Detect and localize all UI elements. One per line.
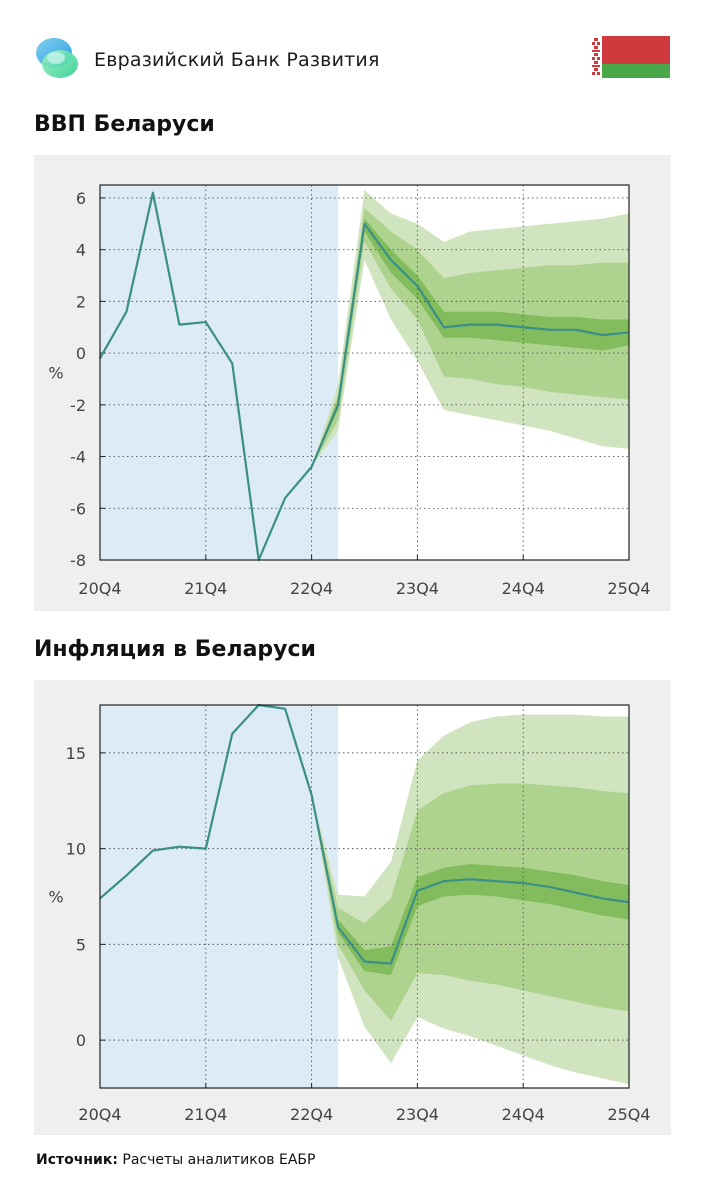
y-tick-label: 6 bbox=[76, 189, 86, 208]
y-tick-label: -4 bbox=[70, 448, 86, 467]
x-tick-label: 24Q4 bbox=[502, 579, 545, 598]
x-tick-label: 23Q4 bbox=[396, 579, 439, 598]
inflation-chart: 20Q4 21Q4 22Q4 23Q4 24Q4 25Q4 0 5 10 15% bbox=[48, 703, 651, 1124]
y-axis-label: % bbox=[48, 888, 63, 907]
gdp-chart-panel: 20Q4 21Q4 22Q4 23Q4 24Q4 25Q4 -8 -6 -4 -2 0 2 4 6% bbox=[34, 155, 671, 611]
gdp-chart-title: ВВП Беларуси bbox=[34, 112, 215, 137]
plot-frame bbox=[99, 704, 630, 1089]
source-text: Расчеты аналитиков ЕАБР bbox=[122, 1152, 316, 1168]
y-tick-label: -8 bbox=[70, 551, 86, 570]
fan-band-inner bbox=[311, 218, 629, 467]
x-tick-label: 20Q4 bbox=[78, 579, 121, 598]
source-label: Источник: bbox=[36, 1152, 118, 1168]
gdp-chart: 20Q4 21Q4 22Q4 23Q4 24Q4 25Q4 -8 -6 -4 -2 0 2 4 6% bbox=[48, 184, 651, 598]
y-tick-label: 0 bbox=[76, 1031, 86, 1050]
eadb-logo-icon bbox=[36, 38, 78, 78]
x-tick-label: 25Q4 bbox=[607, 1105, 650, 1124]
x-tick-label: 23Q4 bbox=[396, 1105, 439, 1124]
inflation-chart-panel: 20Q4 21Q4 22Q4 23Q4 24Q4 25Q4 0 5 10 15% bbox=[34, 680, 671, 1135]
y-tick-label: 15 bbox=[66, 744, 86, 763]
y-tick-label: 10 bbox=[66, 840, 86, 859]
y-tick-label: 4 bbox=[76, 241, 86, 260]
x-tick-label: 22Q4 bbox=[290, 579, 333, 598]
plot-frame bbox=[99, 184, 630, 561]
header: Евразийский Банк Развития bbox=[34, 36, 674, 86]
y-tick-label: 5 bbox=[76, 935, 86, 954]
x-tick-label: 21Q4 bbox=[184, 1105, 227, 1124]
history-shade bbox=[100, 185, 339, 560]
x-tick-label: 24Q4 bbox=[502, 1105, 545, 1124]
y-tick-label: 2 bbox=[76, 292, 86, 311]
x-tick-label: 21Q4 bbox=[184, 579, 227, 598]
fan-band-inner bbox=[311, 795, 629, 976]
y-axis-label: % bbox=[48, 364, 63, 383]
y-tick-label: 0 bbox=[76, 344, 86, 363]
x-tick-label: 20Q4 bbox=[78, 1105, 121, 1124]
y-tick-label: -2 bbox=[70, 396, 86, 415]
inflation-chart-title: Инфляция в Беларуси bbox=[34, 637, 316, 662]
y-tick-label: -6 bbox=[70, 499, 86, 518]
source-note: Источник: Расчеты аналитиков ЕАБР bbox=[36, 1152, 315, 1168]
x-tick-label: 22Q4 bbox=[290, 1105, 333, 1124]
history-shade bbox=[100, 705, 339, 1088]
bank-name: Евразийский Банк Развития bbox=[94, 49, 380, 71]
belarus-flag-icon bbox=[590, 36, 670, 78]
x-tick-label: 25Q4 bbox=[607, 579, 650, 598]
